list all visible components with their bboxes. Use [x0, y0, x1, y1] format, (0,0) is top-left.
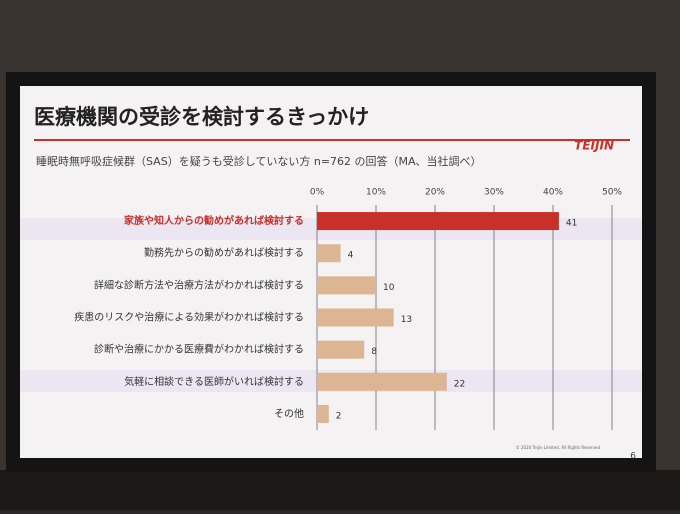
footer: © 2020 Teijin Limited. All Rights Reserv…: [516, 445, 601, 450]
value-label: 4: [348, 251, 354, 261]
bar: [317, 308, 394, 327]
y-tick-label: 診断や治療にかかる医療費がわかれば検討する: [94, 343, 304, 356]
x-tick-label: 0%: [310, 188, 325, 198]
floor: [0, 470, 680, 510]
y-tick-label: 勤務先からの勧めがあれば検討する: [144, 246, 304, 259]
y-tick-label: 疾患のリスクや治療による効果がわかれば検討する: [74, 311, 304, 324]
slide: [20, 86, 642, 458]
value-label: 22: [454, 379, 465, 389]
value-label: 2: [336, 411, 342, 421]
logo: TEIJIN: [574, 139, 614, 153]
x-tick-label: 40%: [543, 188, 563, 198]
bar: [317, 372, 447, 391]
bar: [317, 340, 365, 359]
value-label: 41: [566, 219, 577, 229]
y-tick-label: 家族や知人からの勧めがあれば検討する: [124, 214, 304, 227]
chart-title: 医療機関の受診を検討するきっかけ: [34, 105, 369, 129]
x-tick-label: 50%: [602, 188, 622, 198]
bar: [317, 276, 376, 295]
value-label: 8: [371, 347, 377, 357]
x-tick-label: 30%: [484, 188, 504, 198]
y-tick-label: 詳細な診断方法や治療方法がわかれば検討する: [94, 278, 304, 291]
y-tick-label: 気軽に相談できる医師がいれば検討する: [124, 375, 304, 388]
subtitle: 睡眠時無呼吸症候群（SAS）を疑うも受診していない方 n=762 の回答（MA、…: [36, 154, 482, 168]
x-tick-label: 20%: [425, 188, 445, 198]
y-tick-label: その他: [274, 407, 304, 420]
page-number: 6: [630, 452, 636, 462]
bar: [317, 244, 341, 263]
value-label: 13: [401, 315, 412, 325]
x-tick-label: 10%: [366, 188, 386, 198]
bar: [317, 404, 329, 423]
bar: [317, 212, 559, 231]
value-label: 10: [383, 283, 395, 293]
